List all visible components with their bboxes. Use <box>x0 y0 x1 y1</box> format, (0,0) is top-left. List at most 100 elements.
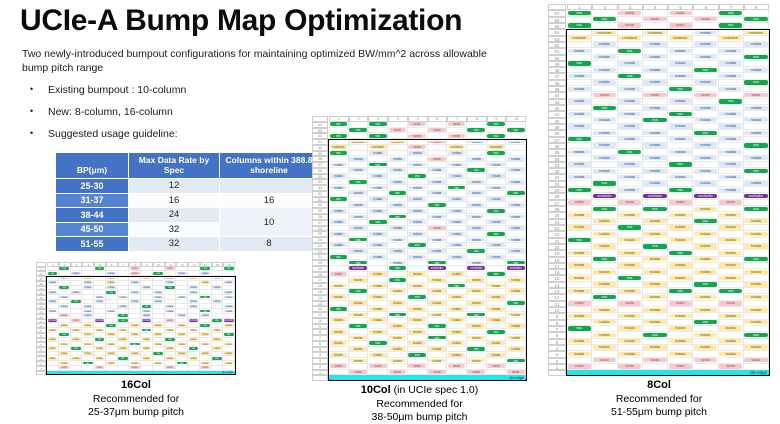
bump-label: vccio <box>668 364 692 369</box>
bump-label: txdata <box>388 289 407 294</box>
bump-cell-empty <box>592 10 618 17</box>
row-number: 17 <box>312 277 328 284</box>
bump-label: txdata <box>368 295 387 299</box>
bump-label: vss <box>744 257 768 262</box>
bump-row: 48 rxdata rxdata vss rxdata <box>548 67 770 74</box>
bump-label: rxdata <box>592 168 616 173</box>
bump-label: txdata <box>388 347 407 351</box>
bump-label: vccio <box>165 366 175 370</box>
bump-cell-empty <box>668 319 694 326</box>
bump-label: txdata <box>118 328 128 332</box>
column-number: 6 <box>427 116 448 122</box>
bump-cell-empty <box>141 361 153 366</box>
bump-label: vss <box>467 168 486 173</box>
bump-cell: vss <box>105 290 118 296</box>
bump-label: vccio <box>618 23 642 28</box>
bump-cell: txdata <box>388 346 408 353</box>
bump-label: txdata <box>719 225 743 230</box>
bump-cell: vss <box>718 288 744 295</box>
bump-cell: rxdata <box>164 277 177 281</box>
bump-cell: vss <box>388 265 408 272</box>
bump-label: rxdata <box>693 105 717 110</box>
bump-label: vss <box>408 243 427 248</box>
bump-cell-empty <box>506 306 527 313</box>
bump-row: 33 rxdata rxdata vss rxdata <box>548 161 770 169</box>
caption-line: Recommended for <box>376 397 463 410</box>
bump-cell: txdata <box>47 356 59 362</box>
bump-cell: vccio <box>368 363 389 370</box>
bump-label: vss <box>506 358 525 363</box>
row-number: 49 <box>548 60 566 68</box>
bump-cell: txdata <box>567 275 593 282</box>
bump-cell-empty <box>427 306 448 313</box>
bump-row: 41 rxdatasb rxdatasb vccio rxdata rxdata <box>312 139 527 145</box>
bump-label: vss <box>349 128 367 132</box>
bump-label: vss <box>693 282 717 287</box>
bump-cell: rxdata <box>668 98 694 105</box>
bump-cell: rxdata <box>718 86 744 93</box>
bump-cell-empty <box>427 329 448 336</box>
bump-cell-empty <box>223 285 235 291</box>
bump-cell: rxdata <box>466 237 487 243</box>
bump-cell-empty <box>94 332 106 338</box>
bump-cell-empty <box>407 156 428 163</box>
bump-cell: vccio <box>567 363 593 371</box>
bump-cell-empty <box>743 73 769 80</box>
bump-cell-empty <box>223 337 235 343</box>
bump-cell: vccio <box>407 363 428 370</box>
bump-cell-empty <box>129 304 141 310</box>
bump-row: 41 rxdata rxdata vss rxdata <box>548 111 770 118</box>
bump-label: vccfwdio <box>592 193 616 199</box>
bump-cell: vccio <box>58 365 71 371</box>
bump-cell-empty <box>718 16 744 23</box>
bump-cell-empty <box>368 179 389 186</box>
bump-label: vss <box>408 295 427 299</box>
bump-label: rxdata <box>94 300 105 303</box>
row-number: 54 <box>548 29 566 36</box>
bump-cell-empty <box>592 35 618 42</box>
bump-row: 5 txdata txdata txdata txdata <box>548 338 770 345</box>
bump-label: vss <box>567 137 591 142</box>
bump-cell: rxdata <box>188 299 200 305</box>
bump-label: txdata <box>141 347 152 351</box>
bump-cell: txdata <box>693 269 719 276</box>
row-number: 43 <box>312 127 328 134</box>
bump-label: rxdata <box>567 111 591 117</box>
bump-label: vss <box>428 335 446 340</box>
spec-table-header-row: BP(μm) Max Data Rate by Spec Columns wit… <box>55 152 319 179</box>
bump-cell: rxdata <box>718 123 744 131</box>
bump-cell-empty <box>693 313 719 320</box>
bump-cell-empty <box>407 140 428 145</box>
bump-label: rxdata <box>487 185 505 190</box>
bump-label: rxdata <box>428 179 446 184</box>
column-number: 11 <box>164 262 177 267</box>
bump-cell-empty <box>211 309 224 314</box>
bump-label: rxdata <box>693 80 717 85</box>
bump-cell-empty <box>642 199 668 206</box>
bump-cell-empty <box>58 271 71 277</box>
bump-cell: txdata <box>668 262 694 270</box>
bump-cell-empty <box>693 187 719 194</box>
bump-cell-empty <box>388 242 408 249</box>
bump-cell: vss <box>567 10 593 17</box>
bump-row: 56 vss vccio vccio vss <box>548 16 770 23</box>
bump-label: rxdata <box>506 168 525 173</box>
bump-cell: vccfwdio <box>348 265 369 272</box>
bump-cell: rxdata <box>693 30 719 36</box>
bump-cell-empty <box>368 156 389 163</box>
bump-cell: vccio <box>718 300 744 307</box>
bump-cell: vss <box>567 22 593 30</box>
bump-cell: rxdatasb <box>718 35 744 42</box>
row-number: 33 <box>548 161 566 169</box>
bump-label: vss <box>467 128 486 132</box>
bump-cell-empty <box>188 295 200 300</box>
bump-cell: vss <box>642 206 668 213</box>
table-row: 25-30 12 <box>55 178 319 194</box>
bump-label: rxdata <box>567 124 591 129</box>
bump-label: vss <box>487 208 505 213</box>
bump-label: rxdata <box>188 304 199 308</box>
bump-cell: vccio <box>388 369 408 376</box>
bump-cell-empty <box>58 290 71 296</box>
bump-label: rxdata <box>506 249 525 253</box>
bump-row: 42 vss vss vccio vccio vss <box>312 133 527 140</box>
